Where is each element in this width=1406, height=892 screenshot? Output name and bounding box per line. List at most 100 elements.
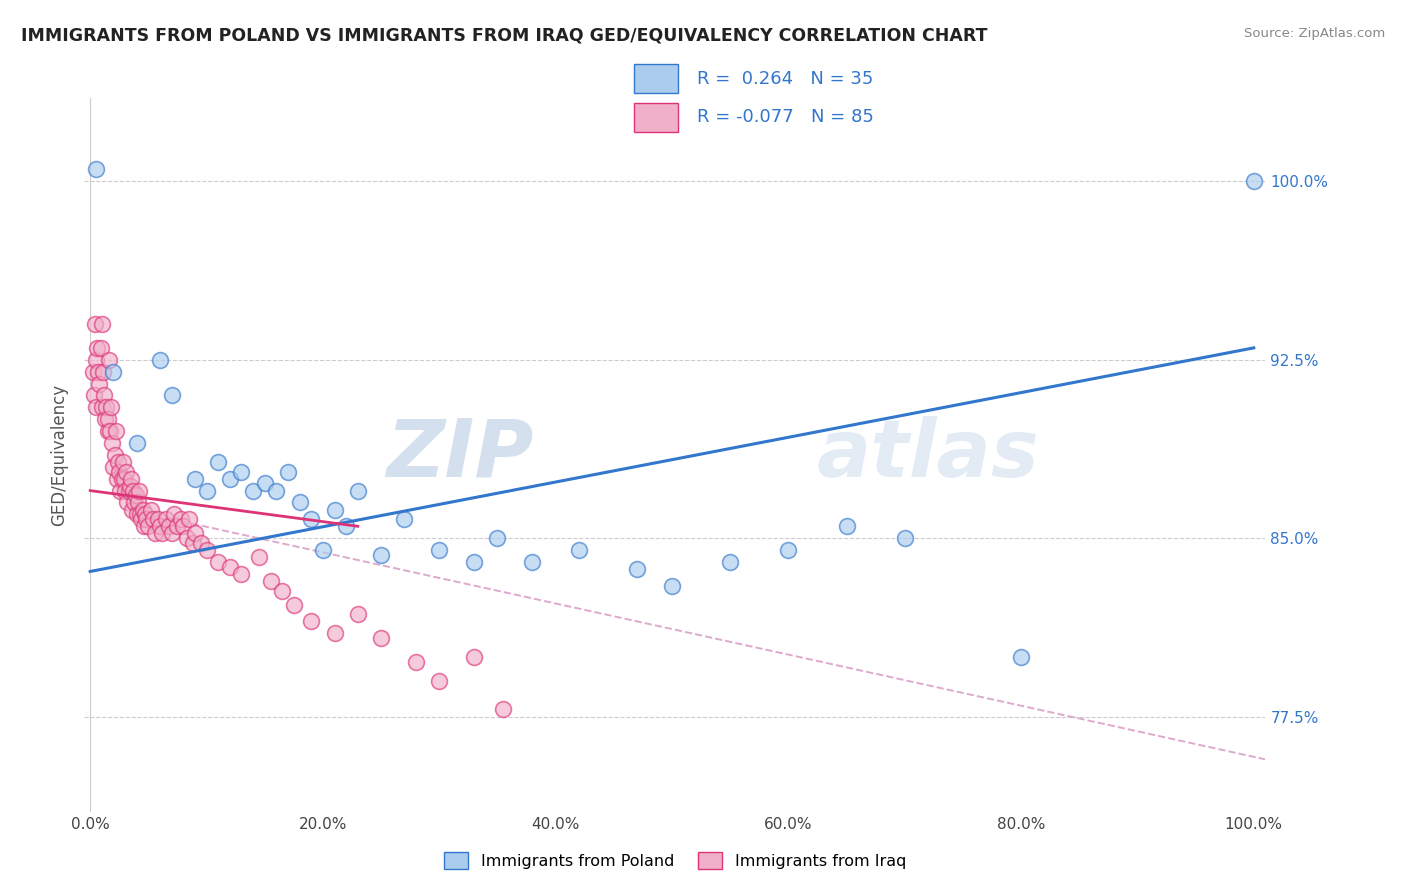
Point <box>259 574 281 588</box>
Point <box>91 365 114 379</box>
Point <box>283 598 305 612</box>
Point <box>486 531 509 545</box>
Point <box>110 483 132 498</box>
Point <box>207 455 229 469</box>
Point <box>163 508 186 522</box>
Point <box>299 512 322 526</box>
Point <box>131 512 153 526</box>
Point <box>97 352 120 367</box>
Point <box>143 526 166 541</box>
Point <box>463 650 485 665</box>
Text: R = -0.077   N = 85: R = -0.077 N = 85 <box>697 108 875 126</box>
Point <box>568 543 591 558</box>
Point <box>84 401 107 415</box>
Point <box>463 555 485 569</box>
Point <box>83 388 105 402</box>
Point <box>97 424 120 438</box>
Text: atlas: atlas <box>817 416 1039 494</box>
Point <box>110 472 132 486</box>
Point <box>124 495 146 509</box>
Text: Source: ZipAtlas.com: Source: ZipAtlas.com <box>1244 27 1385 40</box>
Point <box>218 472 240 486</box>
Legend: Immigrants from Poland, Immigrants from Iraq: Immigrants from Poland, Immigrants from … <box>437 846 912 875</box>
Point <box>266 483 288 498</box>
Point <box>96 401 118 415</box>
Point <box>86 341 108 355</box>
Point <box>231 465 253 479</box>
Point <box>893 531 915 545</box>
Point <box>346 607 368 622</box>
Point <box>323 502 346 516</box>
Text: ZIP: ZIP <box>385 416 533 494</box>
Point <box>661 579 683 593</box>
Point <box>98 424 121 438</box>
Point <box>112 472 135 486</box>
Point <box>118 479 141 493</box>
Point <box>195 543 218 558</box>
Point <box>247 550 270 565</box>
Point <box>146 512 169 526</box>
Point <box>82 365 104 379</box>
Point <box>271 583 294 598</box>
Point <box>1010 650 1032 665</box>
Point <box>105 472 128 486</box>
Point <box>90 401 112 415</box>
Point <box>90 341 112 355</box>
Point <box>155 512 177 526</box>
Point <box>132 519 155 533</box>
Point <box>127 495 149 509</box>
Point <box>218 559 240 574</box>
Point <box>394 512 416 526</box>
Point <box>100 401 122 415</box>
Point <box>128 483 150 498</box>
Point <box>427 543 450 558</box>
Point <box>120 472 142 486</box>
Point <box>115 465 138 479</box>
Point <box>125 508 148 522</box>
Text: R =  0.264   N = 35: R = 0.264 N = 35 <box>697 70 873 87</box>
Point <box>184 526 207 541</box>
Point <box>299 615 322 629</box>
Point <box>149 519 172 533</box>
Point <box>170 512 193 526</box>
Point <box>149 352 172 367</box>
Point <box>277 465 299 479</box>
Bar <box>634 103 678 132</box>
Point <box>160 526 183 541</box>
Point <box>207 555 229 569</box>
Point <box>176 531 198 545</box>
Point <box>125 436 148 450</box>
Point <box>104 448 127 462</box>
Point <box>157 519 180 533</box>
Point <box>242 483 264 498</box>
Point <box>108 465 131 479</box>
Point <box>312 543 335 558</box>
Point <box>84 352 107 367</box>
Point <box>427 673 450 688</box>
Point <box>134 508 156 522</box>
Point <box>190 536 212 550</box>
Point <box>97 412 120 426</box>
Point <box>139 502 162 516</box>
Point <box>405 655 427 669</box>
Point <box>718 555 741 569</box>
Point <box>177 512 200 526</box>
Point <box>121 502 143 516</box>
Point <box>83 317 105 331</box>
Point <box>117 495 139 509</box>
Point <box>103 365 125 379</box>
Point <box>101 436 124 450</box>
Point <box>166 519 188 533</box>
Point <box>370 548 392 562</box>
Point <box>114 483 136 498</box>
Point <box>129 508 152 522</box>
Y-axis label: GED/Equivalency: GED/Equivalency <box>51 384 69 526</box>
Point <box>107 455 129 469</box>
Point <box>90 317 112 331</box>
Point <box>184 472 207 486</box>
Point <box>104 424 127 438</box>
Point <box>135 512 157 526</box>
Point <box>253 476 276 491</box>
Point <box>103 459 125 474</box>
Point <box>626 562 648 576</box>
